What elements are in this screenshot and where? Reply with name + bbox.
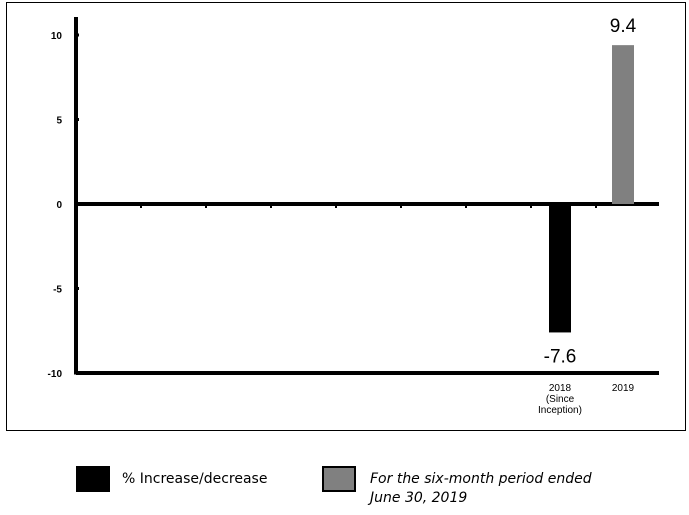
bar-increase-decrease-0 <box>549 204 571 333</box>
chart-axes <box>74 17 659 375</box>
legend: % Increase/decrease For the six-month pe… <box>0 466 689 511</box>
y-tick-label: -5 <box>53 285 62 296</box>
x-category-label: Inception) <box>538 405 582 416</box>
legend-label-six-month-line2: June 30, 2019 <box>370 490 468 506</box>
legend-label-six-month: For the six-month period ended June 30, … <box>370 470 592 508</box>
x-category-label: 2018 <box>549 383 572 394</box>
legend-swatch-black <box>76 466 110 492</box>
x-category-label: (Since <box>546 394 575 405</box>
bar-six-month-1 <box>612 45 634 204</box>
data-label: -7.6 <box>544 346 577 367</box>
y-tick-label: -10 <box>48 369 63 380</box>
chart-frame <box>6 2 686 431</box>
data-label: 9.4 <box>610 16 637 37</box>
y-tick-label: 5 <box>56 116 62 127</box>
legend-swatch-gray <box>322 466 356 492</box>
y-tick-label: 10 <box>51 31 63 42</box>
x-category-label: 2019 <box>612 383 635 394</box>
legend-label-six-month-line1: For the six-month period ended <box>370 471 592 487</box>
legend-label-increase-decrease: % Increase/decrease <box>122 471 268 487</box>
chart-bars <box>549 45 634 333</box>
y-tick-label: 0 <box>56 200 62 211</box>
